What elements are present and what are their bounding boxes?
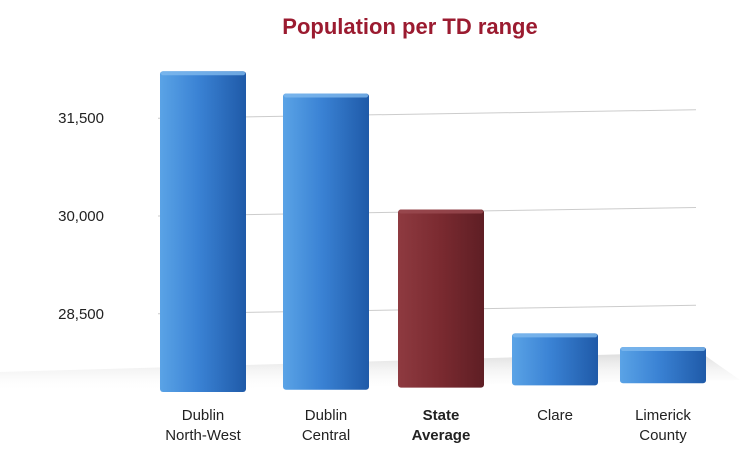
bar-top-highlight [621,347,705,352]
y-axis-ticks: 31,500 30,000 28,500 [58,110,104,323]
x-category-label: Central [302,427,350,444]
y-tick-label: 31,500 [58,110,104,127]
bar [160,71,246,393]
x-category-label: Limerick [635,407,691,424]
bar [620,347,706,384]
x-category-label: State [423,407,460,424]
bar [512,333,598,386]
x-category-label: North-West [165,427,241,444]
bar-top-highlight [513,333,597,338]
bar [398,209,484,388]
bar-top-highlight [399,209,483,214]
bar [283,93,369,390]
bar-top-highlight [161,71,245,76]
y-tick-label: 30,000 [58,208,104,225]
x-category-label: Dublin [305,407,348,424]
bars [160,71,706,393]
x-category-label: Average [412,427,471,444]
x-category-label: County [639,427,687,444]
chart-title: Population per TD range [282,14,537,39]
x-axis-labels: Dublin North-West Dublin Central State Averag… [165,407,691,444]
x-category-label: Clare [537,407,573,424]
x-category-label: Dublin [182,407,225,424]
gridline [157,109,697,119]
bar-top-highlight [284,93,368,98]
y-tick-label: 28,500 [58,306,104,323]
